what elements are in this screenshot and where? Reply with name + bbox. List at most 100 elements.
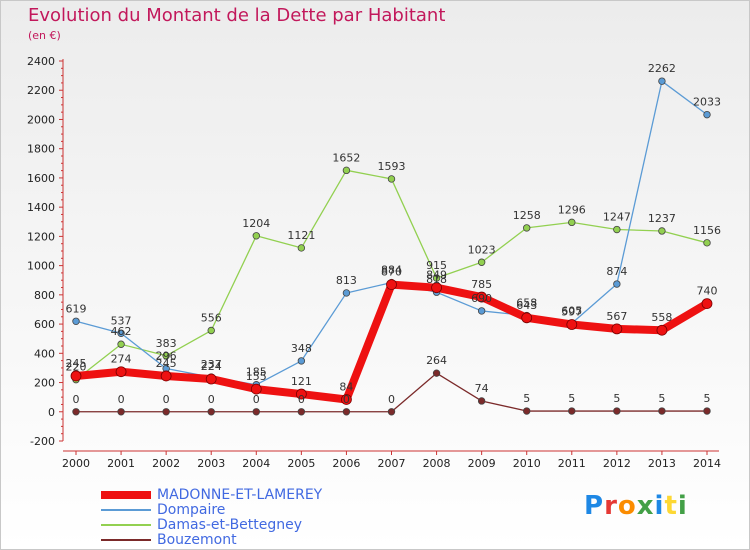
data-label: 556	[201, 312, 222, 325]
y-tick-label: 2400	[27, 55, 55, 68]
data-point	[70, 370, 82, 382]
data-label: 537	[111, 314, 132, 327]
x-tick-label: 2000	[62, 457, 90, 470]
data-point	[658, 227, 666, 235]
data-label: 296	[156, 350, 177, 363]
data-point	[387, 408, 396, 416]
data-point	[703, 110, 711, 119]
data-point	[252, 408, 260, 416]
data-label: 1258	[513, 209, 541, 222]
data-label: 5	[704, 392, 711, 405]
proxiti-logo: Proxiti	[584, 491, 688, 521]
data-label: 264	[426, 354, 447, 367]
x-tick-label: 2004	[242, 457, 270, 470]
data-label: 2033	[693, 96, 721, 109]
logo-letter: x	[636, 491, 655, 521]
legend-label: Dompaire	[157, 501, 226, 518]
data-label: 5	[523, 392, 530, 405]
data-point	[341, 394, 352, 405]
data-label: 74	[475, 382, 489, 395]
legend-swatch	[101, 490, 151, 499]
x-tick-label: 2009	[468, 457, 496, 470]
data-point	[205, 373, 217, 385]
data-label: 619	[66, 302, 87, 315]
data-point	[387, 175, 396, 183]
data-point	[523, 224, 531, 232]
data-label: 84	[339, 380, 353, 393]
data-label: 155	[246, 370, 267, 383]
data-label: 870	[381, 266, 402, 279]
data-label: 1296	[558, 203, 586, 216]
data-point	[656, 324, 668, 336]
data-label: 245	[66, 357, 87, 370]
data-point	[566, 319, 578, 330]
data-point	[613, 225, 621, 234]
data-point	[115, 366, 127, 378]
legend-label: Damas-et-Bettegney	[157, 516, 303, 533]
data-label: 813	[336, 274, 357, 287]
logo-letter: o	[617, 491, 637, 521]
data-point	[295, 388, 307, 400]
data-label: 915	[426, 259, 447, 272]
data-label: 0	[343, 393, 350, 406]
data-point	[658, 77, 666, 85]
legend-label: MADONNE-ET-LAMEREY	[157, 486, 323, 503]
data-point	[160, 370, 172, 382]
chart-title: Evolution du Montant de la Dette par Hab…	[28, 5, 446, 26]
data-point	[252, 232, 260, 240]
data-label: 274	[111, 353, 132, 366]
legend-swatch	[101, 523, 151, 526]
data-label: 1237	[648, 212, 676, 225]
x-tick-label: 2007	[378, 457, 406, 470]
data-point	[342, 166, 351, 175]
x-tick-label: 2013	[648, 457, 676, 470]
x-tick-label: 2002	[152, 457, 180, 470]
data-point	[207, 408, 215, 416]
y-tick-label: 400	[34, 347, 55, 360]
data-point	[297, 408, 306, 416]
legend-item: Damas-et-Bettegney	[101, 516, 322, 533]
logo-letter: i	[677, 491, 688, 521]
data-point	[521, 312, 533, 324]
data-point	[432, 369, 441, 377]
data-point	[207, 326, 215, 335]
data-label: 785	[471, 278, 492, 291]
y-tick-label: 1000	[27, 260, 55, 273]
x-tick-label: 2008	[423, 457, 451, 470]
data-point	[162, 408, 170, 416]
data-point	[476, 291, 488, 303]
data-label: 185	[246, 366, 267, 379]
data-point	[297, 244, 306, 252]
data-label: 5	[613, 392, 620, 405]
data-label: 0	[73, 393, 80, 406]
data-label: 567	[606, 310, 627, 323]
data-point	[658, 407, 666, 415]
data-point	[117, 408, 125, 416]
y-tick-label: 200	[34, 377, 55, 390]
data-label: 597	[561, 306, 582, 319]
logo-letter: t	[664, 491, 678, 521]
data-point	[703, 407, 711, 415]
y-tick-label: 800	[34, 289, 55, 302]
data-label: 0	[163, 393, 170, 406]
data-point	[297, 357, 306, 365]
data-label: 0	[208, 393, 215, 406]
data-label: 0	[118, 393, 125, 406]
x-tick-label: 2012	[603, 457, 631, 470]
data-label: 884	[381, 264, 402, 277]
data-label: 1247	[603, 211, 631, 224]
data-label: 5	[568, 392, 575, 405]
legend-item: MADONNE-ET-LAMEREY	[101, 486, 323, 503]
data-label: 1023	[468, 243, 496, 256]
data-label: 658	[516, 297, 537, 310]
data-label: 740	[697, 285, 718, 298]
data-label: 849	[426, 269, 447, 282]
data-label: 1156	[693, 224, 721, 237]
legend-label: Bouzemont	[157, 531, 237, 548]
data-point	[611, 323, 623, 335]
data-label: 0	[298, 393, 305, 406]
data-point	[701, 298, 713, 310]
data-label: 1593	[378, 160, 406, 173]
data-point	[162, 352, 170, 360]
